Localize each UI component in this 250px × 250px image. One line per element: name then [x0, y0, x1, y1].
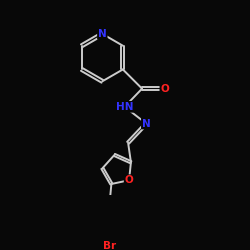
Text: N: N: [142, 118, 150, 128]
Text: Br: Br: [103, 241, 116, 250]
Text: O: O: [125, 175, 134, 185]
Text: N: N: [98, 29, 107, 39]
Text: HN: HN: [116, 102, 133, 112]
Text: O: O: [160, 84, 169, 94]
